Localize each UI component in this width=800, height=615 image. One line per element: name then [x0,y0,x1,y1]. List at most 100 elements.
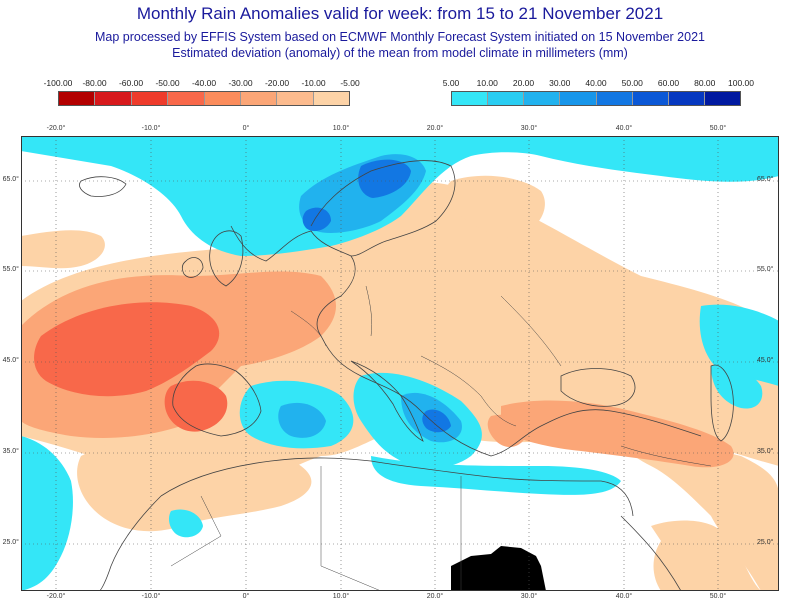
legend-label: 100.00 [728,78,754,88]
country-borders [170,285,712,591]
coastlines [79,160,734,591]
legend-label: -10.00 [301,78,326,88]
map-title: Monthly Rain Anomalies valid for week: f… [136,4,664,23]
anomaly-fields [21,136,779,591]
legend-negative-anomaly: -100.00 -80.00 -60.00 -50.00 -40.00 -30.00 -20… [43,78,360,108]
coast-north-africa [160,457,634,517]
legend-label: -50.00 [155,78,180,88]
legend-positive-anomaly: 5.00 10.00 20.00 30.00 40.00 50.00 60.00 80.00 1… [440,78,754,108]
coast-europe [230,225,702,457]
border-germany-poland [365,285,373,337]
legend-swatch [277,92,314,105]
axis-tick-label: 35.0° [757,448,774,455]
legend-label: 30.00 [549,78,571,88]
border-algeria-libya [320,466,382,591]
legend-swatch [632,92,669,105]
legend-swatch [452,92,489,105]
axis-tick-label: 10.0° [332,125,350,132]
legend-swatch [704,92,740,105]
rain-anomaly-map [21,136,779,591]
border-turkey-south [620,445,712,467]
axis-tick-label: 10.0° [332,593,350,600]
legend-swatch [131,92,169,105]
legend-label: -5.00 [340,78,360,88]
coast-ireland [181,257,204,278]
map-subtitle-units: Estimated deviation (anomaly) of the mea… [172,46,628,60]
legend-swatch [168,92,205,105]
legend-swatch [95,92,132,105]
wet-area-mediterranean-east [371,456,621,495]
coast-iceland [79,176,127,197]
coast-west-africa [98,495,162,591]
axis-tick-label: 30.0° [520,125,538,132]
axis-tick-label: 65.0° [757,176,774,183]
wet-area-caspian [711,364,763,409]
legend-label: 40.00 [585,78,607,88]
map-frame [21,136,779,591]
wet-area-ionian-core [422,409,451,433]
axis-tick-label: -20.0° [46,125,66,132]
axis-tick-label: 20.0° [426,593,444,600]
coast-iberia [172,363,262,437]
legend-swatch [240,92,278,105]
axis-tick-label: -20.0° [46,593,66,600]
legend-label: 60.00 [657,78,680,88]
dry-area-arabia [651,520,761,591]
legend-swatch [560,92,597,105]
coast-red-sea [620,515,682,591]
axis-tick-label: 50.0° [709,593,727,600]
axis-tick-label: 20.0° [426,125,444,132]
legend-label: -80.00 [82,78,107,88]
coast-italy [350,360,424,442]
dry-area-north-africa [77,432,312,532]
axis-tick-label: 30.0° [520,593,538,600]
axis-tick-label: 55.0° [757,266,774,273]
legend-swatch [596,92,633,105]
coast-scandinavia [310,160,456,257]
dry-area-iberia-core [164,380,228,432]
wet-area-atlantic-southwest [21,436,73,591]
axis-tick-label: 65.0° [2,176,19,183]
border-morocco-algeria [170,495,222,567]
legend-label: 50.00 [621,78,643,88]
legend-swatch [313,92,349,105]
axis-tick-label: -10.0° [141,593,161,600]
axis-tick-label: 40.0° [615,593,633,600]
legend-label: -30.00 [228,78,253,88]
axis-tick-label: 35.0° [2,448,19,455]
dry-area-greece [487,414,526,448]
axis-tick-label: 50.0° [709,125,727,132]
map-subtitle-processing: Map processed by EFFIS System based on E… [95,30,705,44]
legend-label: 20.00 [512,78,535,88]
legend-swatch [59,92,96,105]
axis-tick-label: 55.0° [2,266,19,273]
dry-area-mideast [621,436,779,591]
dry-area-north-atlantic [21,230,105,269]
legend-label: 5.00 [442,78,460,88]
border-france-germany [290,310,327,347]
wet-area-morocco [168,509,203,538]
axis-tick-label: 45.0° [2,357,19,364]
legend-label: -20.00 [264,78,290,88]
wet-area-norway-core [358,159,411,198]
wet-area-sweden-core [302,207,331,232]
axis-tick-label: 25.0° [757,539,774,546]
wet-area-tyrrhenian [278,402,326,438]
legend-label: 80.00 [694,78,716,88]
dry-area-atlantic-core [34,302,220,397]
dry-area-arctic [445,175,545,238]
legend-label: -40.00 [191,78,217,88]
border-balkans [420,355,517,427]
coast-caspian [710,364,734,442]
border-ukraine-russia [500,295,562,367]
axis-tick-label: -10.0° [141,125,161,132]
axis-tick-label: 0° [242,125,250,132]
legend-label: -100.00 [43,78,73,88]
legend-swatch [524,92,561,105]
legend-swatch [204,92,241,105]
coast-black-sea [560,368,636,407]
legend-swatch [668,92,705,105]
coast-britain [209,230,244,287]
axis-tick-label: 0° [242,593,250,600]
legend-swatch [488,92,525,105]
